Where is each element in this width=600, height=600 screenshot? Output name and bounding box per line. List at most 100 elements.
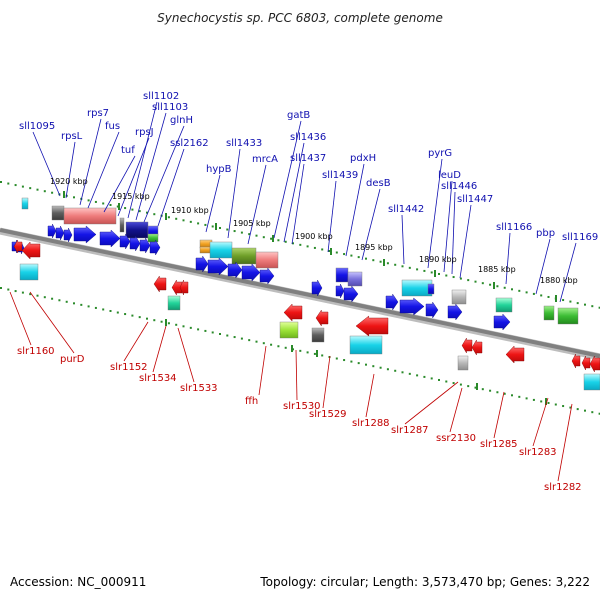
gene-product-box (543, 305, 555, 321)
forward-gene-arrow (241, 263, 261, 282)
upper-tick-mark (445, 274, 448, 277)
lower-tick-mark (408, 372, 411, 375)
gene-product-box (401, 279, 433, 297)
forward-gene-arrow (311, 279, 323, 297)
reverse-label-leader (152, 325, 167, 373)
lower-tick-mark (138, 316, 141, 319)
upper-tick-mark (481, 282, 484, 285)
upper-tick-mark (7, 182, 10, 185)
major-tick-mark (545, 398, 547, 405)
lower-tick-mark (189, 326, 192, 329)
lower-tick-mark (277, 345, 280, 348)
lower-tick-mark (182, 325, 185, 328)
forward-label-leader (87, 131, 120, 209)
lower-tick-mark (343, 359, 346, 362)
lower-tick-mark (532, 398, 535, 401)
lower-tick-mark (372, 365, 375, 368)
lower-tick-mark (584, 409, 586, 412)
upper-tick-mark (394, 263, 397, 266)
lower-tick-mark (124, 313, 127, 316)
lower-tick-mark (167, 322, 170, 325)
lower-tick-mark (29, 293, 32, 296)
upper-tick-mark (0, 181, 2, 183)
reverse-gene-arrow (471, 339, 483, 356)
lower-tick-mark (357, 362, 360, 365)
forward-gene-arrow (207, 257, 229, 276)
figure-title: Synechocystis sp. PCC 6803, complete gen… (157, 11, 443, 25)
reverse-gene-arrow (461, 337, 473, 354)
lower-tick-mark (438, 378, 440, 381)
gene-product-box (19, 263, 39, 281)
upper-tick-mark (189, 220, 192, 223)
forward-gene-label: sll1446 (441, 181, 477, 192)
upper-tick-mark (138, 210, 141, 213)
kbp-ruler-label: 1885 kbp (478, 265, 516, 274)
upper-tick-mark (365, 257, 367, 260)
upper-tick-mark (182, 219, 185, 222)
lower-tick-mark (65, 300, 68, 303)
forward-gene-arrow (129, 235, 141, 252)
forward-label-leader (143, 125, 185, 223)
gene-product-box (427, 283, 435, 295)
major-tick-mark (215, 223, 217, 230)
lower-tick-mark (554, 403, 557, 406)
upper-tick-mark (335, 251, 338, 254)
upper-tick-mark (116, 205, 119, 208)
lower-tick-mark (160, 320, 163, 323)
major-tick-mark (383, 259, 385, 266)
upper-tick-mark (248, 233, 251, 236)
lower-tick-mark (540, 400, 543, 403)
upper-tick-mark (262, 236, 265, 239)
lower-tick-mark (219, 332, 221, 335)
lower-tick-mark (0, 287, 2, 289)
upper-tick-mark (503, 286, 506, 289)
forward-label-leader (535, 238, 551, 295)
upper-tick-mark (525, 291, 528, 294)
upper-tick-mark (255, 234, 258, 237)
lower-tick-mark (598, 412, 600, 415)
upper-tick-mark (197, 222, 200, 225)
major-tick-mark (434, 270, 436, 277)
upper-tick-mark (102, 202, 105, 205)
forward-label-leader (443, 180, 453, 273)
lower-tick-mark (335, 357, 338, 360)
major-tick-mark (316, 350, 318, 357)
forward-label-leader (361, 188, 381, 261)
upper-tick-mark (29, 187, 32, 190)
reverse-gene-label: slr1287 (391, 425, 429, 436)
reverse-label-leader (322, 355, 331, 409)
upper-tick-mark (540, 294, 543, 297)
reverse-gene-label: slr1530 (283, 401, 321, 412)
major-tick-mark (272, 235, 274, 242)
forward-label-leader (559, 242, 577, 303)
reverse-gene-label: slr1534 (139, 373, 177, 384)
upper-tick-mark (416, 268, 419, 271)
upper-tick-mark (87, 199, 90, 202)
upper-tick-mark (51, 191, 54, 194)
lower-tick-mark (21, 291, 24, 294)
major-tick-mark (165, 319, 167, 326)
reverse-gene-label: slr1533 (180, 383, 218, 394)
lower-tick-mark (525, 397, 528, 400)
upper-tick-mark (131, 208, 134, 211)
upper-tick-mark (153, 213, 156, 216)
upper-tick-mark (467, 279, 470, 282)
forward-gene-arrow (63, 227, 73, 243)
upper-tick-mark (124, 207, 127, 210)
upper-tick-mark (175, 217, 178, 220)
lower-tick-mark (299, 349, 302, 352)
lower-tick-mark (146, 317, 148, 320)
upper-tick-mark (357, 256, 360, 259)
kbp-ruler-labels: 1920 kbp 1915 kbp 1910 kbp 1905 kbp 1900 kbp… (50, 177, 578, 285)
lower-tick-mark (445, 380, 448, 383)
forward-gene-label: desB (366, 178, 391, 189)
upper-tick-mark (299, 243, 302, 246)
reverse-gene-label: ffh (245, 396, 258, 407)
forward-label-leader (327, 180, 337, 253)
lower-tick-mark (562, 405, 565, 408)
reverse-gene-label: purD (60, 354, 85, 365)
upper-tick-mark (321, 248, 324, 251)
forward-label-leader (345, 163, 365, 257)
forward-gene-arrow (425, 301, 439, 319)
reverse-gene-arrow (571, 353, 581, 369)
